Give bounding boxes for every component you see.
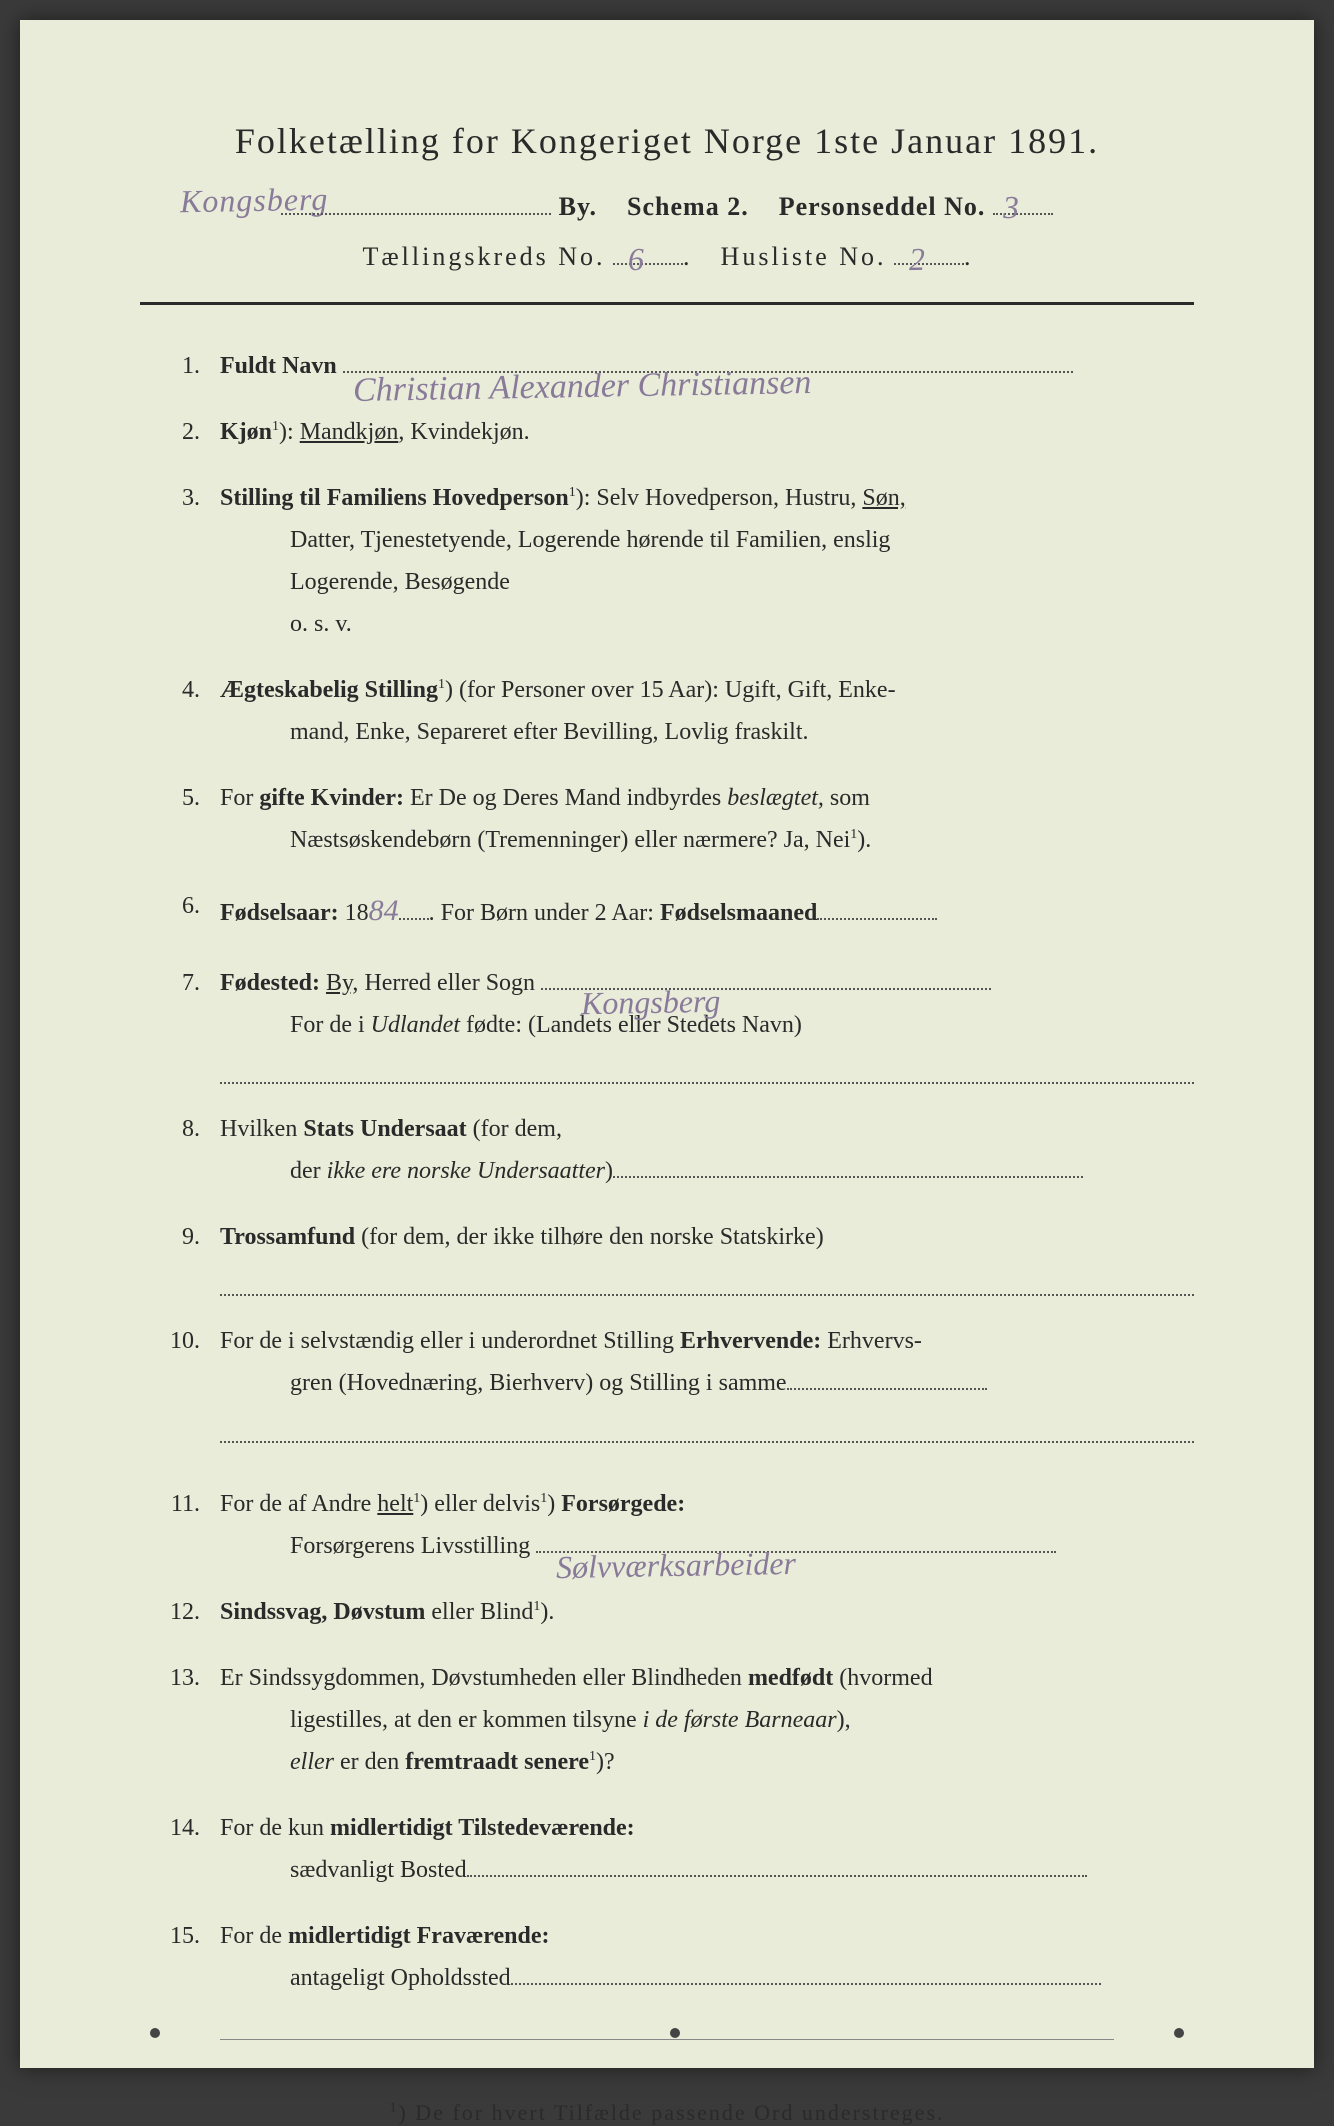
personseddel-label: Personseddel No. (779, 192, 986, 221)
item-11-value: Sølvværksarbeider (556, 1535, 797, 1595)
item-12-label: Sindssvag, Døvstum (220, 1599, 425, 1625)
tellingskreds-value: 6 (628, 241, 646, 278)
item-1-fill: Christian Alexander Christiansen (343, 371, 1073, 373)
item-2-mandkjon: Mandkjøn (300, 419, 399, 445)
item-8-num: 8. (160, 1108, 220, 1192)
by-fill (281, 213, 551, 215)
personseddel-value: 3 (1003, 189, 1021, 226)
by-label: By. (559, 192, 597, 221)
item-15: 15. For de midlertidigt Fraværende: anta… (160, 1915, 1194, 1999)
pin-icon (670, 2028, 680, 2038)
item-5-num: 5. (160, 777, 220, 861)
husliste-label: Husliste No. (721, 242, 887, 271)
item-13: 13. Er Sindssygdommen, Døvstumheden elle… (160, 1657, 1194, 1783)
item-9-label: Trossamfund (220, 1224, 355, 1250)
item-6-year: 84 (369, 894, 399, 927)
husliste-fill: 2 (894, 263, 964, 265)
item-8: 8. Hvilken Stats Undersaat (for dem, der… (160, 1108, 1194, 1192)
item-3-label: Stilling til Familiens Hovedperson (220, 485, 569, 511)
item-10: 10. For de i selvstændig eller i underor… (160, 1320, 1194, 1442)
item-11: 11. For de af Andre helt1) eller delvis1… (160, 1483, 1194, 1567)
item-12: 12. Sindssvag, Døvstum eller Blind1). (160, 1591, 1194, 1633)
subheader-row-2: Tællingskreds No. 6 . Husliste No. 2 . (140, 242, 1194, 272)
item-9-num: 9. (160, 1216, 220, 1296)
item-7: 7. Fødested: By, Herred eller Sogn Kongs… (160, 962, 1194, 1084)
pin-icon (150, 2028, 160, 2038)
footnote: 1) De for hvert Tilfælde passende Ord un… (140, 2100, 1194, 2126)
item-2: 2. Kjøn1): Mandkjøn, Kvindekjøn. (160, 411, 1194, 453)
item-14-num: 14. (160, 1807, 220, 1891)
personseddel-fill: 3 (993, 213, 1053, 215)
item-2-num: 2. (160, 411, 220, 453)
tellingskreds-fill: 6 (613, 263, 683, 265)
item-11-body: For de af Andre helt1) eller delvis1) Fo… (220, 1483, 1194, 1567)
item-13-body: Er Sindssygdommen, Døvstumheden eller Bl… (220, 1657, 1194, 1783)
item-12-num: 12. (160, 1591, 220, 1633)
item-5-body: For gifte Kvinder: Er De og Deres Mand i… (220, 777, 1194, 861)
census-form-page: Folketælling for Kongeriget Norge 1ste J… (20, 20, 1314, 2068)
item-14: 14. For de kun midlertidigt Tilstedevære… (160, 1807, 1194, 1891)
item-11-num: 11. (160, 1483, 220, 1567)
item-6-num: 6. (160, 885, 220, 938)
tellingskreds-label: Tællingskreds No. (362, 242, 605, 271)
item-7-body: Fødested: By, Herred eller Sogn Kongsber… (220, 962, 1194, 1084)
husliste-value: 2 (909, 241, 927, 278)
item-13-num: 13. (160, 1657, 220, 1783)
subheader-row-1: Kongsberg By. Schema 2. Personseddel No.… (140, 192, 1194, 222)
item-3: 3. Stilling til Familiens Hovedperson1):… (160, 477, 1194, 645)
item-3-num: 3. (160, 477, 220, 645)
item-4: 4. Ægteskabelig Stilling1) (for Personer… (160, 669, 1194, 753)
item-11-fill: Sølvværksarbeider (536, 1551, 1056, 1553)
item-10-body: For de i selvstændig eller i underordnet… (220, 1320, 1194, 1442)
item-7-by: By, (326, 970, 358, 996)
item-6-body: Fødselsaar: 1884. For Børn under 2 Aar: … (220, 885, 1194, 938)
item-7-num: 7. (160, 962, 220, 1084)
form-header: Folketælling for Kongeriget Norge 1ste J… (140, 120, 1194, 272)
form-title: Folketælling for Kongeriget Norge 1ste J… (140, 120, 1194, 162)
footnote-divider (220, 2039, 1114, 2040)
item-9-body: Trossamfund (for dem, der ikke tilhøre d… (220, 1216, 1194, 1296)
item-4-body: Ægteskabelig Stilling1) (for Personer ov… (220, 669, 1194, 753)
item-3-body: Stilling til Familiens Hovedperson1): Se… (220, 477, 1194, 645)
item-2-label: Kjøn (220, 419, 272, 445)
item-6: 6. Fødselsaar: 1884. For Børn under 2 Aa… (160, 885, 1194, 938)
item-2-body: Kjøn1): Mandkjøn, Kvindekjøn. (220, 411, 1194, 453)
item-15-body: For de midlertidigt Fraværende: antageli… (220, 1915, 1194, 1999)
item-1-label: Fuldt Navn (220, 353, 337, 379)
pin-icon (1174, 2028, 1184, 2038)
item-14-body: For de kun midlertidigt Tilstedeværende:… (220, 1807, 1194, 1891)
item-7-fill: Kongsberg (541, 988, 991, 990)
form-items: 1. Fuldt Navn Christian Alexander Christ… (140, 345, 1194, 1999)
item-1-num: 1. (160, 345, 220, 387)
item-15-num: 15. (160, 1915, 220, 1999)
item-6-label: Fødselsaar: (220, 900, 339, 926)
schema-label: Schema 2. (627, 192, 749, 221)
item-7-label: Fødested: (220, 970, 320, 996)
item-4-label: Ægteskabelig Stilling (220, 677, 438, 703)
item-1: 1. Fuldt Navn Christian Alexander Christ… (160, 345, 1194, 387)
item-7-value: Kongsberg (581, 972, 721, 1030)
item-9: 9. Trossamfund (for dem, der ikke tilhør… (160, 1216, 1194, 1296)
item-3-son: Søn, (862, 485, 905, 511)
item-10-num: 10. (160, 1320, 220, 1442)
item-4-num: 4. (160, 669, 220, 753)
item-8-body: Hvilken Stats Undersaat (for dem, der ik… (220, 1108, 1194, 1192)
item-1-body: Fuldt Navn Christian Alexander Christian… (220, 345, 1194, 387)
header-divider (140, 302, 1194, 305)
item-5: 5. For gifte Kvinder: Er De og Deres Man… (160, 777, 1194, 861)
item-12-body: Sindssvag, Døvstum eller Blind1). (220, 1591, 1194, 1633)
